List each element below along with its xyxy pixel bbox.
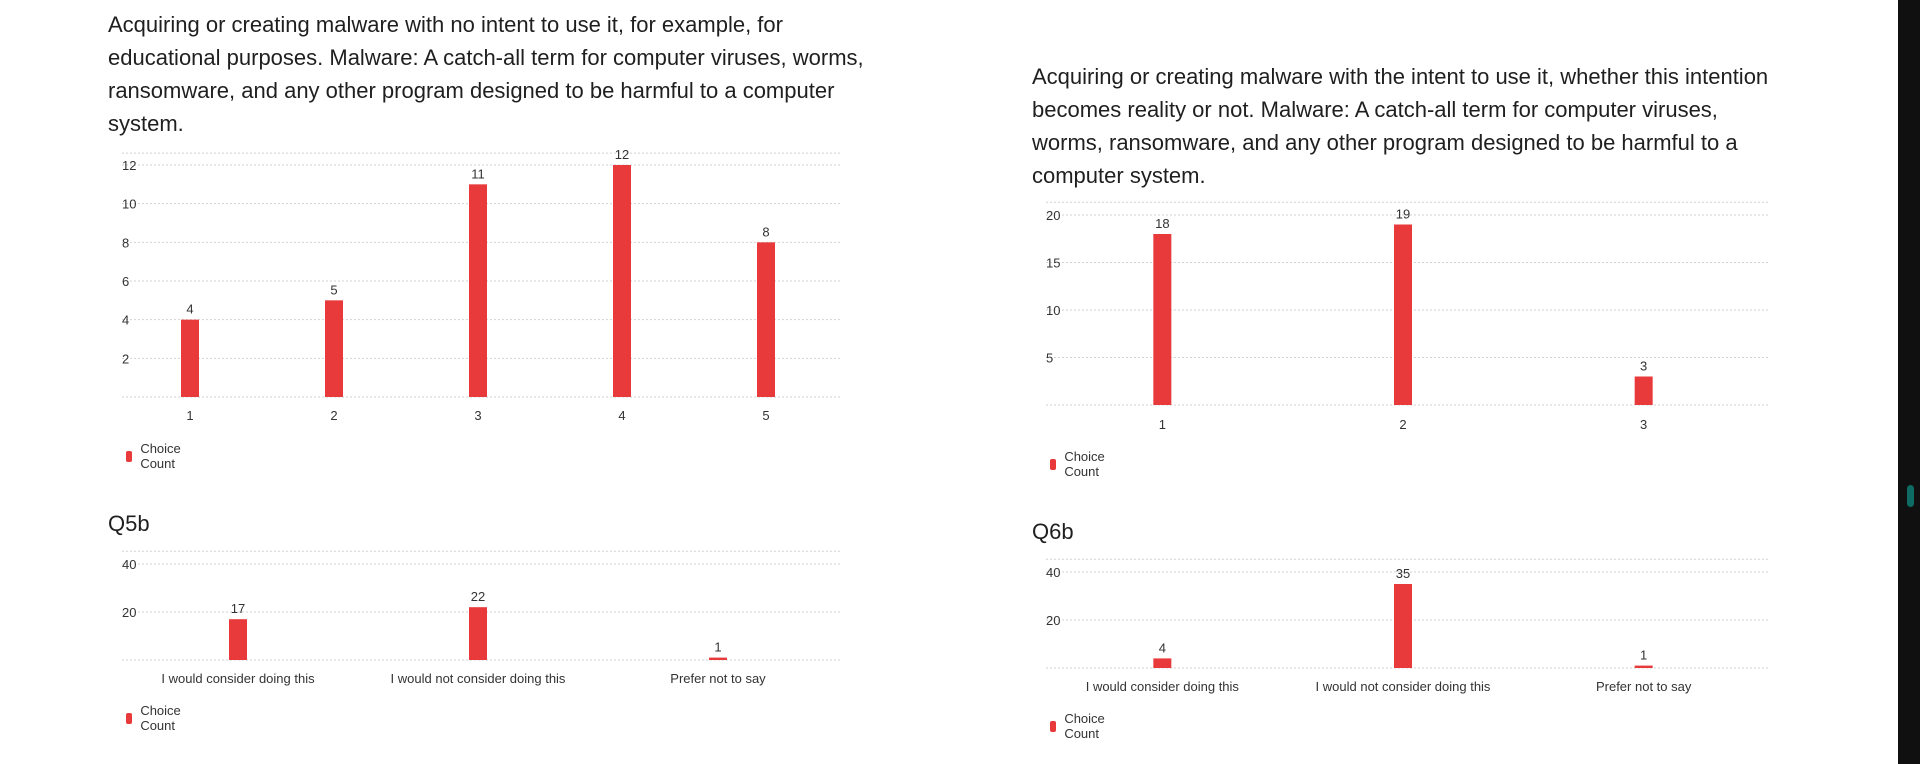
- chart-legend: Choice Count: [1050, 711, 1109, 741]
- data-label: 17: [231, 601, 245, 616]
- x-tick-label: Prefer not to say: [670, 671, 766, 686]
- question-text: Acquiring or creating malware with the i…: [1032, 64, 1769, 188]
- bar: [709, 657, 727, 660]
- legend-label: Choice Count: [140, 703, 181, 733]
- data-label: 4: [186, 302, 193, 317]
- x-tick-label: 4: [618, 408, 625, 423]
- data-label: 11: [471, 166, 485, 181]
- x-tick-label: I would consider doing this: [161, 671, 315, 686]
- bar: [325, 300, 343, 397]
- data-label: 35: [1396, 566, 1410, 581]
- y-tick-label: 2: [122, 351, 129, 366]
- data-label: 19: [1396, 207, 1410, 222]
- legend-swatch: [1050, 458, 1057, 470]
- bar: [469, 607, 487, 660]
- y-tick-label: 8: [122, 235, 129, 250]
- x-tick-label: Prefer not to say: [1596, 679, 1692, 694]
- y-tick-label: 5: [1046, 351, 1053, 366]
- y-tick-label: 20: [122, 605, 136, 620]
- section-title: Q6b: [1032, 519, 1074, 544]
- x-tick-label: 5: [762, 408, 769, 423]
- data-label: 1: [714, 640, 721, 655]
- y-tick-label: 10: [1046, 303, 1060, 318]
- y-tick-label: 40: [122, 557, 136, 572]
- question-text: Acquiring or creating malware with no in…: [108, 12, 864, 136]
- data-label: 3: [1640, 359, 1647, 374]
- bar: [1153, 234, 1172, 405]
- bar: [181, 319, 199, 397]
- data-label: 1: [1640, 648, 1647, 663]
- x-tick-label: I would not consider doing this: [391, 671, 566, 686]
- x-tick-label: I would not consider doing this: [1316, 679, 1491, 694]
- x-tick-label: 1: [186, 408, 193, 423]
- data-label: 5: [330, 282, 337, 297]
- bar: [1394, 224, 1412, 405]
- y-tick-label: 20: [1046, 208, 1060, 223]
- bar: [229, 619, 247, 660]
- legend-label: Choice Count: [1064, 449, 1105, 479]
- x-tick-label: I would consider doing this: [1086, 679, 1240, 694]
- chart-legend: Choice Count: [126, 441, 185, 471]
- y-tick-label: 6: [122, 274, 129, 289]
- legend-swatch: [126, 450, 133, 462]
- y-tick-label: 20: [1046, 613, 1060, 628]
- scrollbar-track[interactable]: [1898, 0, 1920, 764]
- y-tick-label: 40: [1046, 565, 1060, 580]
- data-label: 12: [615, 147, 629, 162]
- data-label: 4: [1159, 640, 1166, 655]
- legend-swatch: [126, 712, 133, 724]
- bar: [1153, 658, 1172, 668]
- x-tick-label: 3: [1640, 417, 1647, 432]
- chart-legend: Choice Count: [1050, 449, 1109, 479]
- y-tick-label: 15: [1046, 256, 1060, 271]
- chart-legend: Choice Count: [126, 703, 185, 733]
- y-tick-label: 4: [122, 313, 129, 328]
- x-tick-label: 3: [474, 408, 481, 423]
- legend-swatch: [1050, 720, 1057, 732]
- bar: [469, 184, 487, 397]
- x-tick-label: 2: [1399, 417, 1406, 432]
- legend-label: Choice Count: [140, 441, 181, 471]
- bar: [757, 242, 775, 397]
- bar: [613, 165, 631, 397]
- section-title: Q5b: [108, 511, 150, 536]
- bar: [1394, 584, 1412, 668]
- bar: [1634, 376, 1653, 405]
- scrollbar-thumb[interactable]: [1907, 485, 1914, 507]
- x-tick-label: 2: [330, 408, 337, 423]
- bar: [1634, 665, 1653, 668]
- data-label: 8: [762, 224, 769, 239]
- y-tick-label: 12: [122, 158, 136, 173]
- data-label: 22: [471, 589, 485, 604]
- data-label: 18: [1155, 216, 1169, 231]
- y-tick-label: 10: [122, 197, 136, 212]
- x-tick-label: 1: [1159, 417, 1166, 432]
- legend-label: Choice Count: [1064, 711, 1105, 741]
